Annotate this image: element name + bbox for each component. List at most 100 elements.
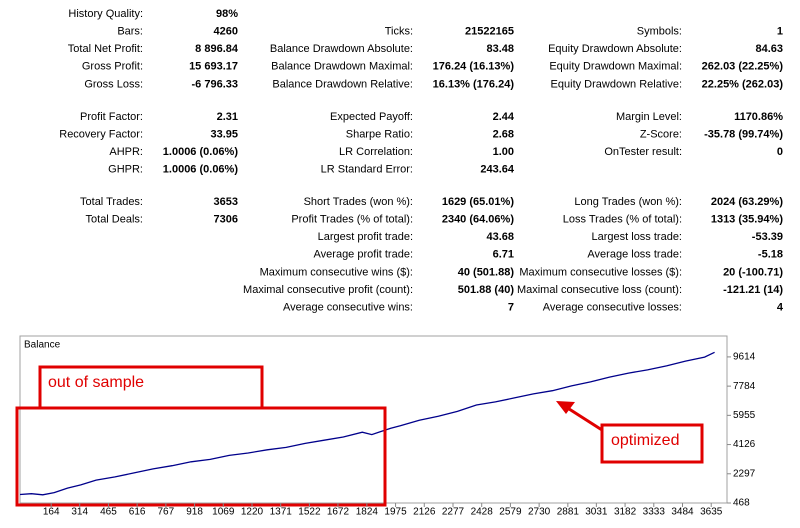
stat-value: 3653 — [214, 196, 238, 208]
x-tick-label: 465 — [100, 507, 117, 518]
stat-value: 4 — [777, 302, 784, 314]
stat-label: History Quality: — [68, 8, 143, 20]
stat-label: Maximum consecutive losses ($): — [519, 266, 682, 278]
y-tick-label: 2297 — [733, 468, 756, 479]
stat-value: 40 (501.88) — [458, 266, 515, 278]
stat-value: 83.48 — [486, 43, 514, 55]
annotation-text: optimized — [611, 432, 679, 449]
stat-label: Total Deals: — [86, 214, 143, 226]
stat-value: 501.88 (40) — [458, 284, 515, 296]
stat-label: Equity Drawdown Absolute: — [548, 43, 682, 55]
stat-value: 1.0006 (0.06%) — [163, 146, 239, 158]
x-tick-label: 2579 — [499, 507, 522, 518]
stat-label: Maximal consecutive profit (count): — [243, 284, 413, 296]
stat-value: 262.03 (22.25%) — [702, 61, 784, 73]
stat-value: 2.68 — [493, 129, 514, 141]
x-tick-label: 767 — [158, 507, 175, 518]
stat-label: Equity Drawdown Relative: — [551, 78, 682, 90]
annotation-text: out of sample — [48, 374, 144, 391]
stat-value: 6.71 — [493, 249, 514, 261]
stat-label: Equity Drawdown Maximal: — [549, 61, 682, 73]
x-tick-label: 616 — [129, 507, 146, 518]
x-tick-label: 314 — [71, 507, 88, 518]
x-tick-label: 2881 — [557, 507, 580, 518]
x-tick-label: 1975 — [384, 507, 407, 518]
x-tick-label: 1824 — [356, 507, 379, 518]
x-tick-label: 1220 — [241, 507, 264, 518]
stat-label: Ticks: — [385, 26, 413, 38]
stat-label: Total Trades: — [80, 196, 143, 208]
stat-label: Loss Trades (% of total): — [563, 214, 682, 226]
x-tick-label: 918 — [186, 507, 203, 518]
stat-value: 2.44 — [493, 111, 515, 123]
stat-label: Total Net Profit: — [68, 43, 143, 55]
stat-value: 16.13% (176.24) — [433, 78, 515, 90]
stat-label: Z-Score: — [640, 129, 682, 141]
stat-label: OnTester result: — [604, 146, 682, 158]
stat-value: -53.39 — [752, 231, 783, 243]
stat-label: Sharpe Ratio: — [346, 129, 413, 141]
stat-label: Profit Trades (% of total): — [291, 214, 413, 226]
stat-label: Recovery Factor: — [59, 129, 143, 141]
chart-title: Balance — [24, 340, 61, 351]
stat-value: 7306 — [214, 214, 238, 226]
stat-label: Long Trades (won %): — [574, 196, 682, 208]
y-tick-label: 468 — [733, 498, 750, 509]
stat-value: 21522165 — [465, 26, 514, 38]
x-tick-label: 3182 — [614, 507, 637, 518]
stat-value: 20 (-100.71) — [723, 266, 783, 278]
x-tick-label: 3031 — [585, 507, 608, 518]
annotation-box — [600, 423, 704, 464]
stat-value: -35.78 (99.74%) — [704, 129, 783, 141]
balance-line — [19, 351, 715, 496]
x-tick-label: 164 — [43, 507, 60, 518]
x-tick-label: 1371 — [270, 507, 293, 518]
stat-label: Balance Drawdown Relative: — [272, 78, 413, 90]
stat-value: 0 — [777, 146, 783, 158]
stat-value: 8 896.84 — [195, 43, 239, 55]
stat-label: Average consecutive losses: — [543, 302, 682, 314]
stat-label: Largest profit trade: — [318, 231, 413, 243]
stat-value: 2024 (63.29%) — [711, 196, 783, 208]
stat-value: 7 — [508, 302, 514, 314]
x-tick-label: 1522 — [298, 507, 321, 518]
stat-value: 1.0006 (0.06%) — [163, 164, 239, 176]
stat-value: 84.63 — [755, 43, 783, 55]
stat-label: LR Standard Error: — [321, 164, 413, 176]
stat-label: Margin Level: — [616, 111, 682, 123]
stat-label: Gross Loss: — [84, 78, 143, 90]
stat-label: Average loss trade: — [587, 249, 682, 261]
stat-label: Largest loss trade: — [592, 231, 683, 243]
stat-label: Profit Factor: — [80, 111, 143, 123]
stat-label: Balance Drawdown Maximal: — [271, 61, 413, 73]
x-tick-label: 2730 — [528, 507, 551, 518]
stat-value: 1.00 — [493, 146, 514, 158]
chart-frame — [19, 335, 728, 504]
stat-value: -6 796.33 — [192, 78, 238, 90]
stat-value: 1313 (35.94%) — [711, 214, 783, 226]
stat-label: Maximal consecutive loss (count): — [517, 284, 682, 296]
y-tick-label: 7784 — [733, 381, 756, 392]
y-tick-label: 5955 — [733, 410, 756, 421]
stat-value: 1 — [777, 26, 783, 38]
y-tick-label: 9614 — [733, 352, 756, 363]
annotation-arrow — [565, 405, 603, 432]
x-tick-label: 3333 — [643, 507, 666, 518]
y-tick-label: 4126 — [733, 439, 756, 450]
stat-value: 243.64 — [480, 164, 515, 176]
stat-label: Balance Drawdown Absolute: — [270, 43, 413, 55]
x-tick-label: 1069 — [212, 507, 235, 518]
stat-value: 22.25% (262.03) — [702, 78, 784, 90]
stat-label: Average consecutive wins: — [283, 302, 413, 314]
stat-value: 2340 (64.06%) — [442, 214, 514, 226]
stat-label: Gross Profit: — [82, 61, 143, 73]
stat-label: Short Trades (won %): — [304, 196, 413, 208]
stat-value: -5.18 — [758, 249, 783, 261]
stat-label: Symbols: — [637, 26, 682, 38]
stat-value: 1170.86% — [734, 111, 783, 123]
stat-value: 2.31 — [217, 111, 238, 123]
stat-label: GHPR: — [108, 164, 143, 176]
stat-label: Average profit trade: — [314, 249, 413, 261]
